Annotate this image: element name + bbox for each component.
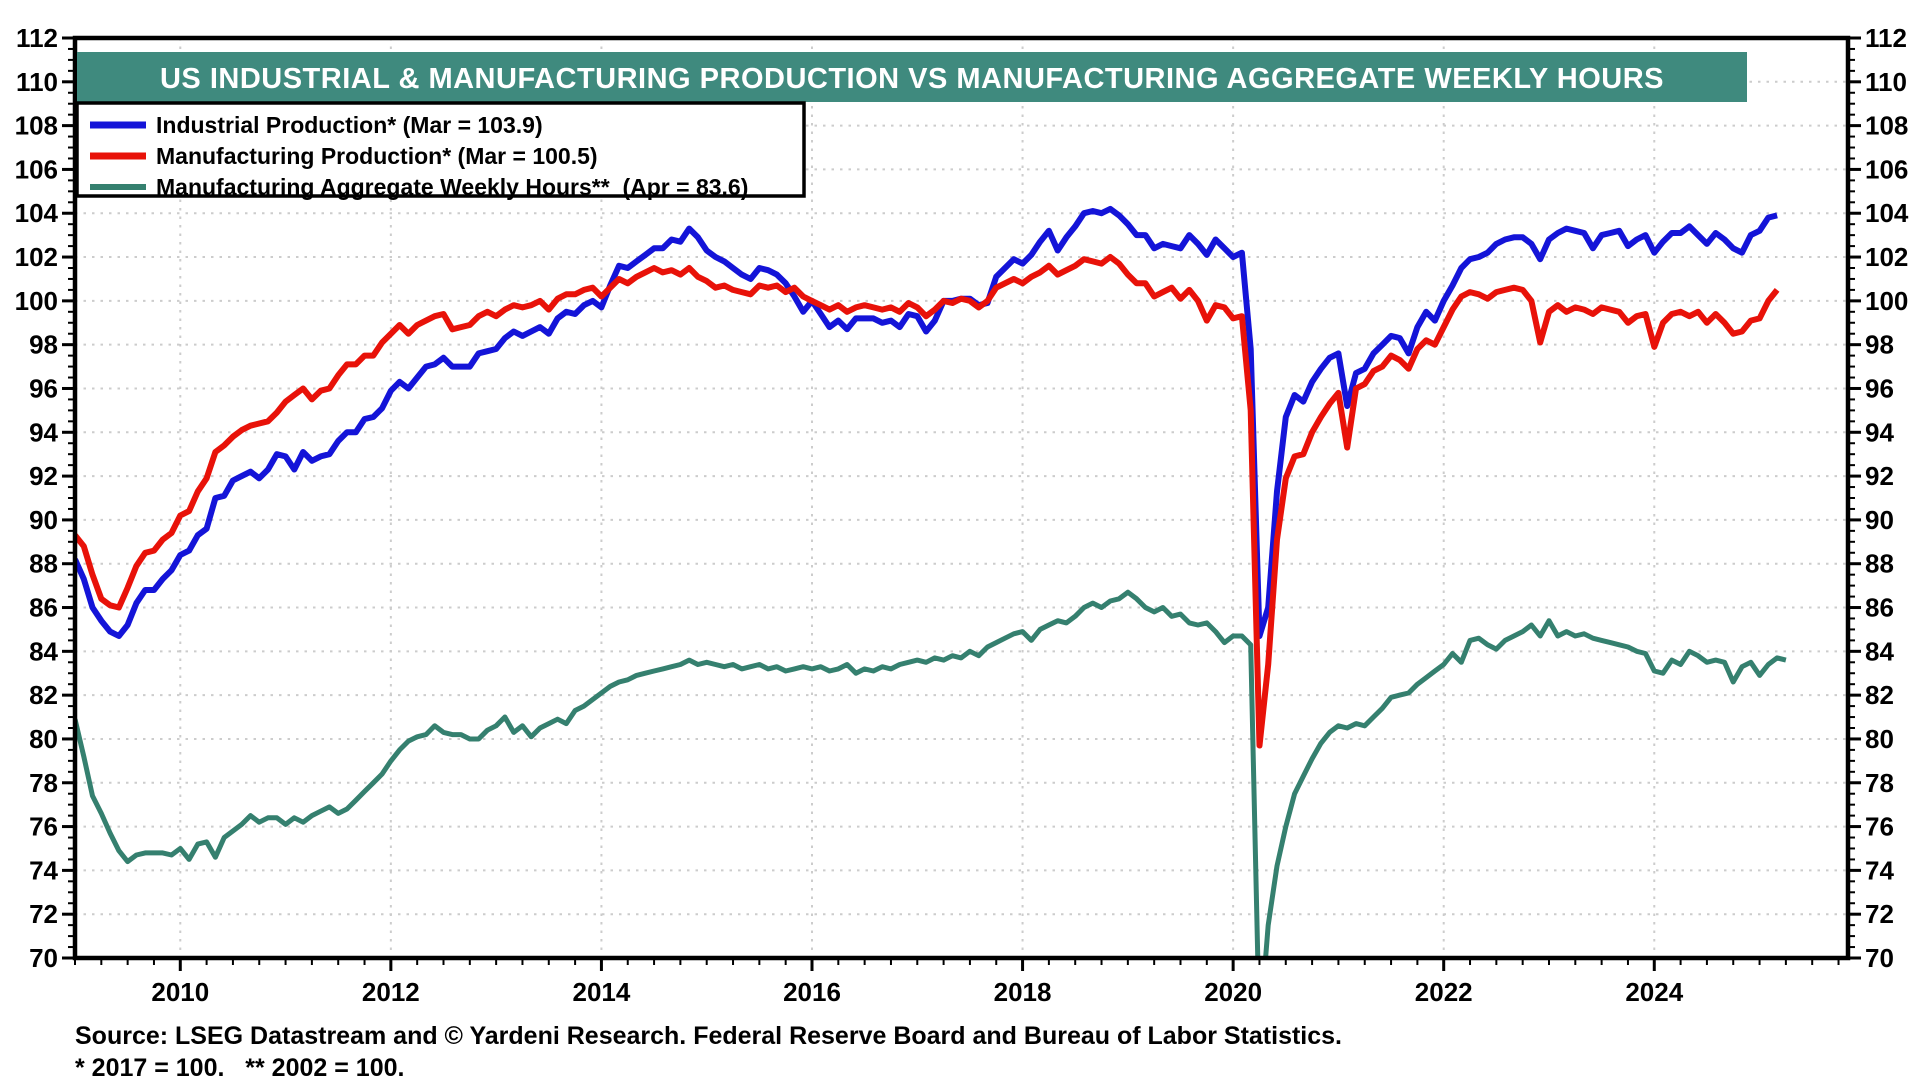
legend-box (75, 101, 806, 198)
footnote: * 2017 = 100. ** 2002 = 100. (75, 1054, 404, 1080)
legend-label-manufacturing-production: Manufacturing Production* (Mar = 100.5) (156, 143, 598, 169)
svg-text:98: 98 (1865, 330, 1894, 360)
svg-text:96: 96 (1865, 373, 1894, 403)
svg-text:112: 112 (16, 23, 58, 53)
svg-text:86: 86 (1865, 593, 1894, 623)
svg-text:100: 100 (1865, 286, 1908, 316)
svg-text:94: 94 (1865, 417, 1894, 447)
svg-text:90: 90 (1865, 505, 1894, 535)
svg-text:2020: 2020 (1204, 977, 1262, 1007)
svg-text:70: 70 (29, 943, 58, 973)
svg-text:80: 80 (29, 724, 58, 754)
svg-text:96: 96 (29, 373, 58, 403)
svg-text:88: 88 (1865, 549, 1894, 579)
svg-text:2022: 2022 (1415, 977, 1473, 1007)
title-banner: US INDUSTRIAL & MANUFACTURING PRODUCTION… (77, 52, 1747, 102)
svg-text:112: 112 (1865, 23, 1907, 53)
y-axis-labels-left: 70 72 74 76 78 80 82 84 86 88 90 92 94 96 98 100 102 104 1… (15, 23, 59, 973)
svg-text:86: 86 (29, 593, 58, 623)
svg-text:80: 80 (1865, 724, 1894, 754)
svg-text:102: 102 (1865, 242, 1908, 272)
svg-text:82: 82 (1865, 680, 1894, 710)
svg-text:90: 90 (29, 505, 58, 535)
series-lines (75, 205, 1787, 958)
svg-text:72: 72 (29, 899, 58, 929)
svg-text:2016: 2016 (783, 977, 841, 1007)
svg-text:84: 84 (29, 636, 58, 666)
axis-ticks (62, 36, 1861, 971)
svg-text:106: 106 (15, 154, 58, 184)
svg-text:74: 74 (1865, 855, 1894, 885)
x-axis-labels: 2010 2012 2014 2016 2018 2020 2022 2024 (151, 977, 1683, 1007)
svg-text:72: 72 (1865, 899, 1894, 929)
legend-label-industrial-production: Industrial Production* (Mar = 103.9) (156, 112, 543, 138)
svg-text:2014: 2014 (573, 977, 631, 1007)
svg-text:74: 74 (29, 855, 58, 885)
svg-text:92: 92 (1865, 461, 1894, 491)
svg-text:98: 98 (29, 330, 58, 360)
svg-text:108: 108 (1865, 111, 1908, 141)
svg-text:2012: 2012 (362, 977, 420, 1007)
svg-text:102: 102 (15, 242, 58, 272)
svg-text:76: 76 (1865, 812, 1894, 842)
source-note: Source: LSEG Datastream and © Yardeni Re… (75, 1022, 1342, 1050)
svg-text:110: 110 (16, 67, 58, 97)
svg-text:110: 110 (1865, 67, 1907, 97)
svg-text:94: 94 (29, 417, 58, 447)
svg-text:78: 78 (29, 768, 58, 798)
svg-text:100: 100 (15, 286, 58, 316)
svg-text:78: 78 (1865, 768, 1894, 798)
svg-text:84: 84 (1865, 636, 1894, 666)
svg-text:92: 92 (29, 461, 58, 491)
svg-text:106: 106 (1865, 154, 1908, 184)
svg-text:76: 76 (29, 812, 58, 842)
svg-text:70: 70 (1865, 943, 1894, 973)
svg-text:2024: 2024 (1625, 977, 1683, 1007)
svg-text:82: 82 (29, 680, 58, 710)
title-banner-background (77, 52, 1747, 102)
chart-title: US INDUSTRIAL & MANUFACTURING PRODUCTION… (160, 63, 1664, 95)
legend: Industrial Production* (Mar = 103.9) Man… (75, 101, 806, 200)
svg-text:104: 104 (1865, 198, 1909, 228)
svg-text:108: 108 (15, 111, 58, 141)
y-axis-labels-right: 70 72 74 76 78 80 82 84 86 88 90 92 94 96 98 100 102 104 1… (1865, 23, 1909, 973)
svg-text:2018: 2018 (994, 977, 1052, 1007)
svg-text:104: 104 (15, 198, 59, 228)
legend-label-aggregate-weekly-hours: Manufacturing Aggregate Weekly Hours** (… (156, 174, 748, 200)
svg-text:2010: 2010 (151, 977, 209, 1007)
svg-text:88: 88 (29, 549, 58, 579)
